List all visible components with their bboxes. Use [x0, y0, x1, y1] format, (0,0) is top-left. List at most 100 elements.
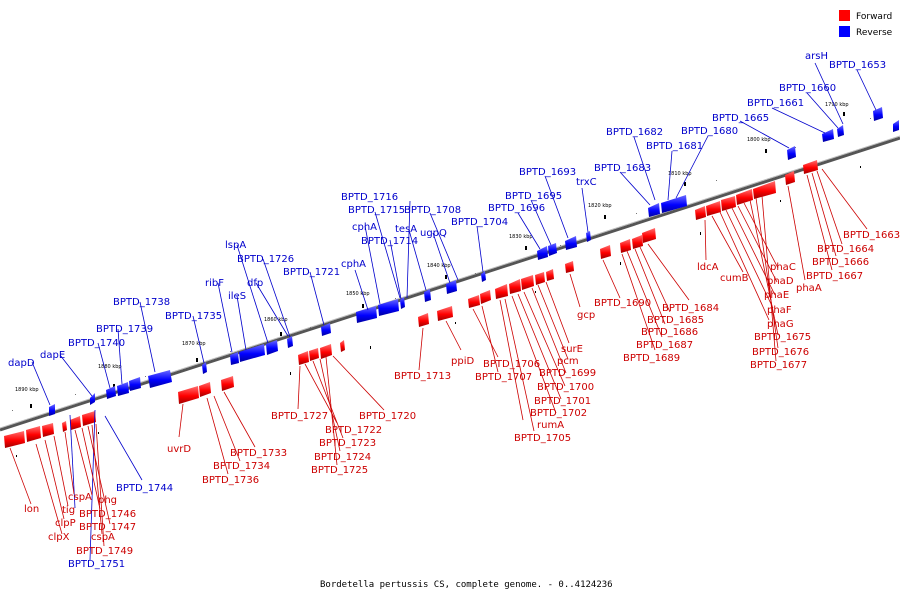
gene-dapD[interactable]: [49, 404, 55, 416]
gene-label[interactable]: BPTD_1738: [113, 297, 170, 308]
gene-lspA[interactable]: [266, 340, 278, 355]
gene-ribF[interactable]: [230, 352, 239, 365]
gene-BPTD_1661[interactable]: [822, 129, 834, 142]
gene-label[interactable]: cphA: [352, 222, 377, 233]
gene-label[interactable]: BPTD_1684: [662, 303, 719, 314]
gene-label[interactable]: BPTD_1721: [283, 267, 340, 278]
gene-tesA[interactable]: [424, 289, 431, 302]
gene-label[interactable]: BPTD_1746: [79, 509, 136, 520]
gene-BPTD_1733[interactable]: [221, 376, 234, 391]
gene-label[interactable]: BPTD_1665: [712, 113, 769, 124]
gene-label[interactable]: clpX: [48, 532, 70, 543]
gene-gcp[interactable]: [565, 261, 574, 273]
gene-label[interactable]: BPTD_1739: [96, 324, 153, 335]
gene-BPTD_1686[interactable]: [632, 235, 643, 249]
gene-label[interactable]: BPTD_1686: [641, 327, 698, 338]
gene-uvrD[interactable]: [178, 386, 199, 404]
gene-label[interactable]: BPTD_1683: [594, 163, 651, 174]
gene-label[interactable]: arsH: [805, 51, 828, 62]
gene-label[interactable]: BPTD_1675: [754, 332, 811, 343]
gene-label[interactable]: BPTD_1676: [752, 347, 809, 358]
gene-label[interactable]: BPTD_1747: [79, 522, 136, 533]
gene-BPTD_1690[interactable]: [600, 245, 611, 259]
gene-label[interactable]: dapD: [8, 358, 35, 369]
gene-BPTD_1665[interactable]: [787, 146, 796, 160]
gene-label[interactable]: ldcA: [697, 262, 719, 273]
gene-pcm[interactable]: [535, 272, 545, 285]
gene-label[interactable]: cspA: [91, 532, 115, 543]
gene-label[interactable]: BPTD_1666: [812, 257, 869, 268]
gene-label[interactable]: BPTD_1681: [646, 141, 703, 152]
gene-clpX[interactable]: [26, 426, 41, 442]
gene-BPTD_1699[interactable]: [495, 284, 508, 299]
gene-clpP[interactable]: [42, 423, 54, 437]
gene-BPTD_1707[interactable]: [480, 290, 491, 304]
gene-label[interactable]: BPTD_1715: [348, 205, 405, 216]
gene-label[interactable]: BPTD_1689: [623, 353, 680, 364]
gene-BPTD_1740[interactable]: [106, 386, 116, 399]
gene-BPTD_1723[interactable]: [320, 344, 332, 359]
gene-label[interactable]: BPTD_1699: [539, 368, 596, 379]
gene-label[interactable]: ribF: [205, 278, 224, 289]
gene-label[interactable]: BPTD_1653: [829, 60, 886, 71]
gene-label[interactable]: BPTD_1702: [530, 408, 587, 419]
gene-ppiD[interactable]: [437, 306, 453, 321]
gene-tig[interactable]: [62, 421, 67, 432]
gene-label[interactable]: BPTD_1667: [806, 271, 863, 282]
gene-label[interactable]: BPTD_1663: [843, 230, 900, 241]
gene-label[interactable]: BPTD_1733: [230, 448, 287, 459]
gene-dfp[interactable]: [287, 336, 293, 348]
gene-trxC[interactable]: [586, 231, 591, 242]
gene-BPTD_1680[interactable]: [661, 195, 687, 213]
gene-label[interactable]: BPTD_1685: [647, 315, 704, 326]
gene-BPTD_1693[interactable]: [565, 236, 577, 250]
gene-BPTD_1735[interactable]: [202, 362, 207, 374]
gene-label[interactable]: rumA: [537, 420, 564, 431]
gene-BPTD_1713[interactable]: [418, 313, 429, 327]
gene-label[interactable]: phaF: [767, 305, 792, 316]
gene-cspA[interactable]: [70, 416, 81, 430]
gene-label[interactable]: BPTD_1724: [314, 452, 371, 463]
gene-BPTD_1696[interactable]: [537, 246, 548, 260]
gene-arsH[interactable]: [873, 107, 883, 121]
gene-label[interactable]: gcp: [577, 310, 595, 321]
gene-label[interactable]: BPTD_1714: [361, 236, 418, 247]
gene-label[interactable]: BPTD_1704: [451, 217, 508, 228]
gene-cphA-2[interactable]: [378, 299, 399, 316]
gene-cphA-1[interactable]: [356, 306, 377, 323]
gene-label[interactable]: BPTD_1696: [488, 203, 545, 214]
gene-phg[interactable]: [82, 411, 96, 426]
gene-BPTD_1720[interactable]: [340, 340, 345, 352]
gene-BPTD_1684[interactable]: [642, 228, 656, 243]
gene-label[interactable]: BPTD_1687: [636, 340, 693, 351]
gene-BPTD_1667[interactable]: [803, 160, 818, 174]
gene-label[interactable]: BPTD_1726: [237, 254, 294, 265]
gene-label[interactable]: uvrD: [167, 444, 191, 455]
gene-BPTD_1722[interactable]: [309, 348, 319, 361]
gene-label[interactable]: phaA: [796, 283, 822, 294]
gene-label[interactable]: BPTD_1723: [319, 438, 376, 449]
gene-label[interactable]: ppiD: [451, 356, 474, 367]
gene-ileS[interactable]: [239, 344, 265, 362]
gene-label[interactable]: BPTD_1744: [116, 483, 173, 494]
gene-label[interactable]: BPTD_1677: [750, 360, 807, 371]
gene-ugpQ[interactable]: [446, 280, 457, 294]
gene-label[interactable]: BPTD_1701: [534, 396, 591, 407]
gene-label[interactable]: BPTD_1705: [514, 433, 571, 444]
gene-BPTD_1689[interactable]: [620, 239, 631, 253]
gene-BPTD_1727[interactable]: [298, 351, 309, 365]
gene-label[interactable]: phaG: [767, 319, 794, 330]
gene-label[interactable]: phg: [98, 495, 117, 506]
gene-label[interactable]: BPTD_1706: [483, 359, 540, 370]
gene-label[interactable]: cspA: [68, 492, 92, 503]
gene-label[interactable]: BPTD_1664: [817, 244, 874, 255]
gene-phaC[interactable]: [753, 181, 776, 199]
gene-label[interactable]: lspA: [225, 240, 246, 251]
gene-label[interactable]: ugpQ: [420, 228, 447, 239]
gene-BPTD_1721[interactable]: [321, 323, 331, 336]
gene-surE[interactable]: [546, 269, 554, 281]
gene-BPTD_1739[interactable]: [117, 382, 129, 396]
gene-phaA[interactable]: [785, 171, 795, 185]
gene-label[interactable]: BPTD_1725: [311, 465, 368, 476]
gene-label[interactable]: BPTD_1700: [537, 382, 594, 393]
